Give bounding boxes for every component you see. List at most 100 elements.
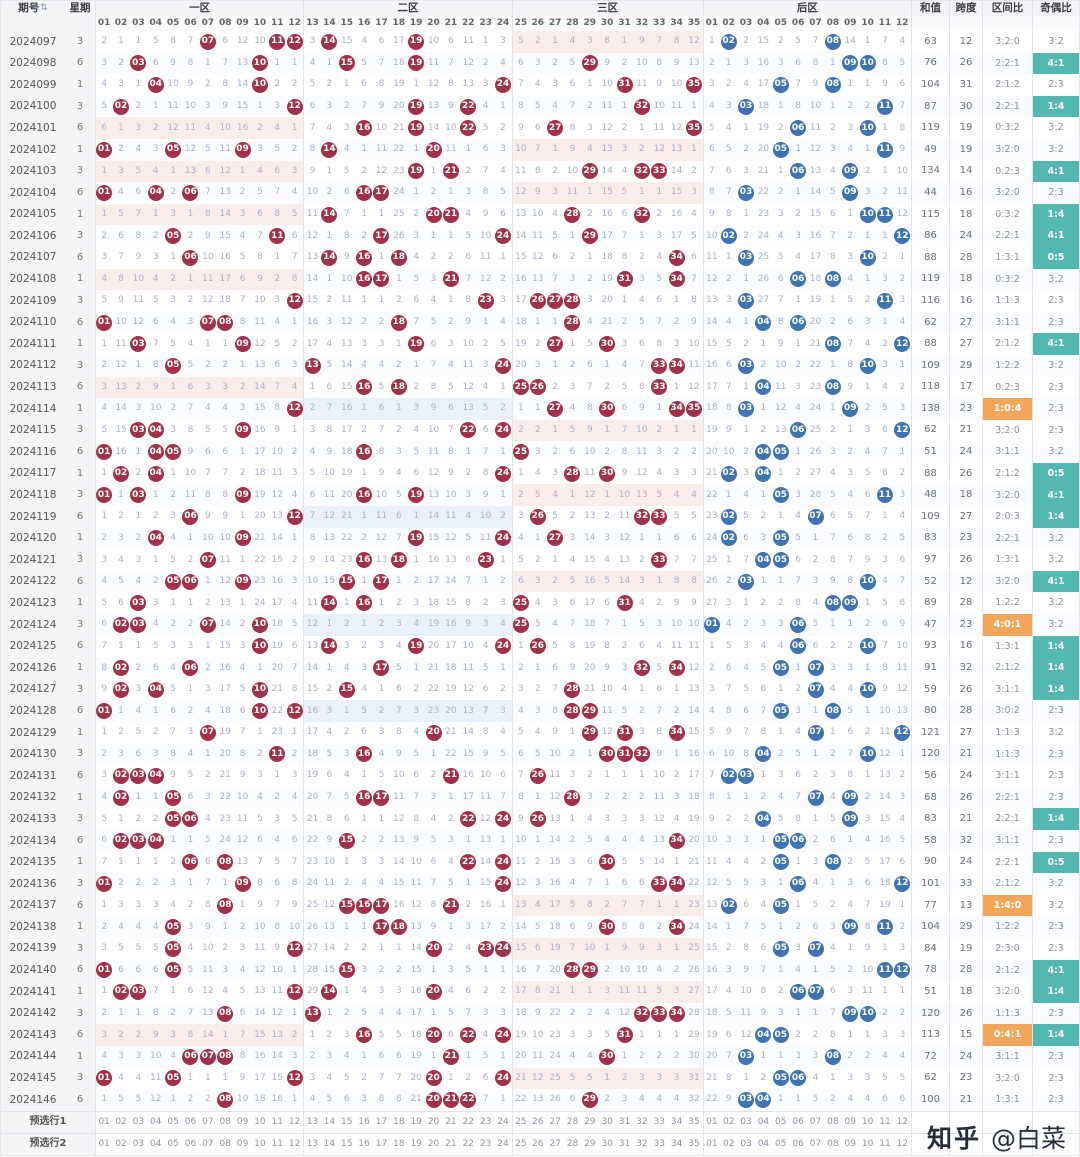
preselect-number[interactable]: 21 — [445, 1138, 457, 1149]
preselect-number[interactable]: 25 — [511, 1133, 529, 1155]
preselect-number[interactable]: 10 — [254, 1138, 266, 1149]
preselect-number[interactable]: 10 — [861, 1138, 874, 1149]
preselect-number[interactable]: 05 — [775, 1138, 787, 1149]
preselect-number[interactable]: 07 — [202, 1138, 214, 1149]
preselect-number[interactable]: 13 — [303, 1133, 320, 1155]
preselect-number[interactable]: 04 — [150, 1138, 162, 1149]
preselect-number[interactable]: 24 — [497, 1138, 509, 1149]
preselect-number[interactable]: 03 — [132, 1116, 145, 1127]
preselect-number[interactable]: 09 — [844, 1116, 856, 1127]
preselect-number[interactable]: 32 — [636, 1116, 648, 1127]
preselect-number[interactable]: 33 — [653, 1138, 665, 1149]
preselect-number[interactable]: 09 — [844, 1138, 856, 1149]
preselect-number[interactable]: 25 — [511, 1111, 529, 1133]
preselect-number[interactable]: 22 — [462, 1116, 474, 1127]
preselect-number[interactable]: 06 — [184, 1138, 197, 1149]
preselect-number[interactable]: 21 — [445, 1116, 457, 1127]
preselect-number[interactable]: 05 — [167, 1138, 179, 1149]
miss-cell: 1 — [152, 856, 159, 867]
preselect-number[interactable]: 31 — [618, 1138, 631, 1149]
preselect-number[interactable]: 04 — [757, 1138, 770, 1149]
preselect-number[interactable]: 19 — [410, 1138, 422, 1149]
preselect-number[interactable]: 28 — [566, 1116, 579, 1127]
preselect-number[interactable]: 30 — [601, 1138, 613, 1149]
preselect-number[interactable]: 34 — [670, 1116, 683, 1127]
preselect-number[interactable]: 16 — [358, 1138, 370, 1149]
preselect-number[interactable]: 09 — [236, 1116, 249, 1127]
preselect-number[interactable]: 03 — [740, 1138, 752, 1149]
preselect-number[interactable]: 17 — [375, 1138, 388, 1149]
issue-sort-header[interactable]: 期号 ⇅ — [1, 1, 65, 16]
preselect-number[interactable]: 08 — [827, 1138, 839, 1149]
miss-cell: 5 — [639, 317, 645, 328]
preselect-number[interactable]: 02 — [722, 1138, 735, 1149]
preselect-number[interactable]: 19 — [410, 1116, 422, 1127]
preselect-number[interactable]: 29 — [584, 1138, 596, 1149]
preselect-number[interactable]: 34 — [670, 1138, 683, 1149]
preselect-number[interactable]: 24 — [497, 1116, 509, 1127]
preselect-number[interactable]: 08 — [219, 1116, 231, 1127]
preselect-number[interactable]: 32 — [636, 1138, 648, 1149]
front-ball: 10 — [251, 53, 268, 75]
preselect-number[interactable]: 35 — [688, 1138, 700, 1149]
preselect-number[interactable]: 04 — [150, 1116, 162, 1127]
preselect-number[interactable]: 35 — [688, 1116, 700, 1127]
preselect-number[interactable]: 12 — [288, 1138, 301, 1149]
preselect-number[interactable]: 05 — [775, 1116, 787, 1127]
sort-arrows-icon[interactable]: ⇅ — [40, 3, 48, 13]
preselect-number[interactable]: 23 — [479, 1116, 492, 1127]
preselect-number[interactable]: 03 — [132, 1138, 145, 1149]
preselect-number[interactable]: 23 — [479, 1138, 492, 1149]
preselect-number[interactable]: 15 — [341, 1138, 353, 1149]
preselect-number[interactable]: 06 — [792, 1138, 804, 1149]
preselect-number[interactable]: 12 — [896, 1116, 909, 1127]
preselect-number[interactable]: 05 — [167, 1116, 179, 1127]
preselect-number[interactable]: 11 — [879, 1138, 891, 1149]
preselect-number[interactable]: 31 — [618, 1116, 631, 1127]
preselect-number[interactable]: 16 — [358, 1116, 370, 1127]
preselect-number[interactable]: 26 — [531, 1138, 544, 1149]
preselect-number[interactable]: 09 — [236, 1138, 249, 1149]
preselect-number[interactable]: 26 — [531, 1116, 544, 1127]
preselect-number[interactable]: 02 — [722, 1116, 735, 1127]
preselect-number[interactable]: 30 — [601, 1116, 613, 1127]
preselect-number[interactable]: 10 — [254, 1116, 266, 1127]
preselect-number[interactable]: 04 — [757, 1116, 770, 1127]
preselect-number[interactable]: 11 — [879, 1116, 891, 1127]
preselect-number[interactable]: 27 — [549, 1138, 561, 1149]
preselect-number[interactable]: 08 — [827, 1116, 839, 1127]
preselect-number[interactable]: 06 — [792, 1116, 804, 1127]
preselect-number[interactable]: 18 — [393, 1138, 405, 1149]
preselect-number[interactable]: 22 — [462, 1138, 474, 1149]
preselect-number[interactable]: 14 — [323, 1138, 336, 1149]
preselect-number[interactable]: 01 — [95, 1133, 112, 1155]
preselect-number[interactable]: 20 — [427, 1116, 440, 1127]
preselect-number[interactable]: 02 — [115, 1116, 127, 1127]
preselect-number[interactable]: 12 — [288, 1116, 301, 1127]
preselect-number[interactable]: 07 — [809, 1116, 822, 1127]
preselect-number[interactable]: 02 — [115, 1138, 127, 1149]
preselect-number[interactable]: 13 — [303, 1111, 320, 1133]
preselect-number[interactable]: 29 — [584, 1116, 596, 1127]
preselect-number[interactable]: 03 — [740, 1116, 752, 1127]
preselect-number[interactable]: 27 — [549, 1116, 561, 1127]
preselect-number[interactable]: 11 — [271, 1138, 284, 1149]
preselect-number[interactable]: 15 — [341, 1116, 353, 1127]
preselect-number[interactable]: 17 — [375, 1116, 388, 1127]
preselect-number[interactable]: 07 — [809, 1138, 822, 1149]
preselect-number[interactable]: 08 — [219, 1138, 231, 1149]
preselect-number[interactable]: 01 — [702, 1111, 720, 1133]
preselect-number[interactable]: 06 — [184, 1116, 197, 1127]
preselect-number[interactable]: 10 — [861, 1116, 874, 1127]
preselect-number[interactable]: 33 — [653, 1116, 665, 1127]
preselect-number[interactable]: 18 — [393, 1116, 405, 1127]
preselect-number[interactable]: 01 — [95, 1111, 112, 1133]
preselect-number[interactable]: 11 — [271, 1116, 284, 1127]
preselect-number[interactable]: 20 — [427, 1138, 440, 1149]
preselect-number[interactable]: 07 — [202, 1116, 214, 1127]
preselect-number[interactable]: 28 — [566, 1138, 579, 1149]
preselect-number[interactable]: 12 — [896, 1138, 909, 1149]
preselect-number[interactable]: 14 — [323, 1116, 336, 1127]
preselect-number[interactable]: 01 — [702, 1133, 720, 1155]
back-ball: 08 — [824, 377, 841, 399]
